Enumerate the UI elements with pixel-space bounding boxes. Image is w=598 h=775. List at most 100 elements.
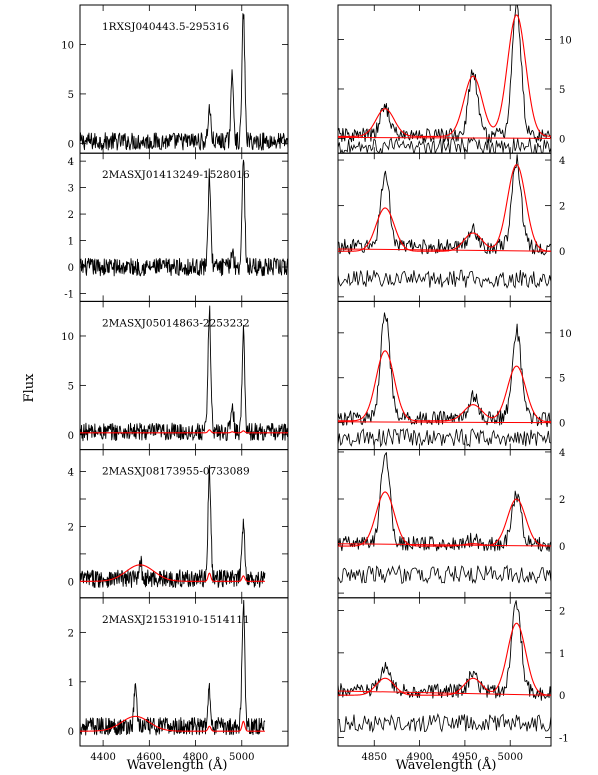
x-tick-label: 5000 <box>497 752 522 763</box>
y-tick-label: 10 <box>559 329 572 340</box>
y-tick-label: 0 <box>68 727 74 738</box>
fit-line <box>80 429 288 434</box>
panel-frame <box>79 597 289 747</box>
y-tick-label: 3 <box>68 184 74 195</box>
series-group <box>80 599 266 736</box>
y-tick-label: 5 <box>559 374 565 385</box>
y-tick-label: -1 <box>559 734 569 745</box>
panel-left-2: -1 0 1 2 3 4 2MASXJ01413249-1528016 <box>64 152 289 302</box>
spectrum-line <box>338 312 551 428</box>
fit-line <box>338 622 551 696</box>
y-tick-label: 0 <box>68 139 74 150</box>
panel-left-5: 0 1 2 4400 4600 4800 5000 2MASXJ21531910-151411… <box>68 597 289 763</box>
x-tick-label: 4950 <box>452 752 477 763</box>
x-tick-label: 4900 <box>407 752 432 763</box>
y-tick-label: 2 <box>68 210 74 221</box>
fit-line <box>338 14 551 137</box>
residual-line <box>338 136 551 154</box>
panel-frame <box>337 300 552 451</box>
y-tick-label: 0 <box>559 542 565 553</box>
spectrum-line <box>338 5 551 143</box>
left-x-axis-label: Wavelength (Å) <box>127 757 228 773</box>
y-tick-label: 2 <box>559 202 565 213</box>
series-group <box>80 159 288 277</box>
continuum-line <box>338 690 551 696</box>
x-tick-label: 4600 <box>137 752 162 763</box>
spectrum-line <box>80 465 266 588</box>
y-tick-label: 10 <box>61 41 74 52</box>
y-tick-label: 10 <box>61 332 74 343</box>
y-tick-label: 4 <box>68 468 74 479</box>
y-tick-label: 0 <box>68 431 74 442</box>
y-tick-label: 0 <box>559 134 565 145</box>
y-axis-label: Flux <box>22 373 37 403</box>
panel-frame <box>337 597 552 747</box>
y-tick-label: 10 <box>559 36 572 47</box>
series-group <box>338 312 551 448</box>
residual-line <box>338 428 551 448</box>
panel-title: 2MASXJ08173955-0733089 <box>102 466 250 478</box>
panel-right-5: -1 0 1 2 4850 4900 4950 5000 <box>337 597 569 763</box>
panel-right-2: 0 2 4 <box>337 152 565 302</box>
y-tick-label: -1 <box>64 289 74 300</box>
x-tick-label: 4850 <box>362 752 387 763</box>
continuum-line <box>338 136 551 139</box>
residual-line <box>338 269 551 289</box>
panel-title: 2MASXJ21531910-1514111 <box>102 614 250 626</box>
series-group <box>338 452 551 585</box>
y-tick-label: 0 <box>559 691 565 702</box>
panel-title: 2MASXJ01413249-1528016 <box>102 169 250 181</box>
y-tick-label: 2 <box>68 628 74 639</box>
panel-frame <box>337 449 552 599</box>
y-tick-label: 2 <box>559 607 565 618</box>
right-x-axis-label: Wavelength (Å) <box>396 757 497 773</box>
y-tick-label: 2 <box>68 522 74 533</box>
series-group <box>80 13 288 151</box>
y-tick-label: 4 <box>68 157 74 168</box>
spectrum-line <box>338 452 551 552</box>
spectrum-line <box>80 305 288 442</box>
panel-left-3: 0 5 10 2MASXJ05014863-2253232 <box>61 300 289 451</box>
y-tick-label: 1 <box>68 678 74 689</box>
residual-line <box>338 564 551 585</box>
series-group <box>80 305 288 442</box>
y-tick-label: 1 <box>559 649 565 660</box>
y-tick-label: 1 <box>68 237 74 248</box>
y-tick-label: 0 <box>68 263 74 274</box>
continuum-line <box>338 421 551 424</box>
panel-right-3: 0 5 10 <box>337 300 572 451</box>
panel-title: 2MASXJ05014863-2253232 <box>102 317 250 329</box>
x-tick-label: 4400 <box>90 752 115 763</box>
series-group <box>338 600 551 733</box>
x-tick-label: 4800 <box>183 752 208 763</box>
fit-line <box>338 491 551 547</box>
continuum-line <box>338 248 551 252</box>
y-tick-label: 4 <box>559 448 565 459</box>
series-group <box>338 5 551 154</box>
spectrum-line <box>338 154 551 256</box>
continuum-line <box>338 543 551 547</box>
fit-line <box>80 564 266 582</box>
y-tick-label: 5 <box>68 381 74 392</box>
y-tick-label: 5 <box>559 85 565 96</box>
spectrum-line <box>80 13 288 151</box>
spectrum-line <box>80 159 288 277</box>
fit-line <box>338 350 551 423</box>
spectrum-line <box>338 600 551 701</box>
fit-line <box>338 164 551 252</box>
panel-left-4: 0 2 4 2MASXJ08173955-0733089 <box>68 449 289 599</box>
series-group <box>80 465 266 588</box>
y-tick-label: 0 <box>68 577 74 588</box>
panel-right-4: 0 2 4 <box>337 448 565 599</box>
y-tick-label: 2 <box>559 495 565 506</box>
panel-right-1: 0 5 10 <box>337 4 572 154</box>
y-tick-label: 0 <box>559 247 565 258</box>
x-tick-label: 5000 <box>229 752 254 763</box>
y-tick-label: 4 <box>559 156 565 167</box>
spectrum-line <box>80 599 266 736</box>
fit-line <box>80 715 266 732</box>
panel-left-1: 0 5 10 1RXSJ040443.5-295316 <box>61 4 289 154</box>
residual-line <box>338 712 551 733</box>
